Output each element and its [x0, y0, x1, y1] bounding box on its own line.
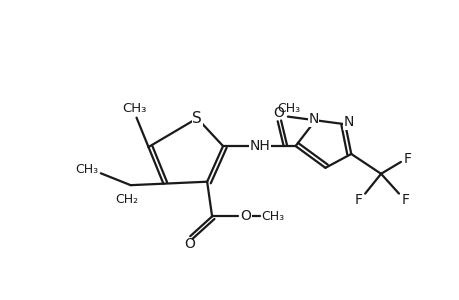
Text: CH₃: CH₃ — [277, 102, 300, 115]
Text: O: O — [184, 237, 194, 251]
Text: S: S — [192, 111, 202, 126]
Text: N: N — [308, 112, 318, 126]
Text: O: O — [273, 106, 284, 120]
Text: F: F — [401, 193, 409, 206]
Text: O: O — [240, 209, 251, 224]
Text: CH₃: CH₃ — [261, 210, 284, 223]
Text: NH: NH — [249, 139, 269, 153]
Text: CH₂: CH₂ — [115, 193, 138, 206]
Text: N: N — [343, 115, 354, 129]
Text: F: F — [403, 152, 411, 166]
Text: CH₃: CH₃ — [122, 102, 146, 115]
Text: F: F — [353, 193, 361, 206]
Text: CH₃: CH₃ — [75, 163, 98, 176]
